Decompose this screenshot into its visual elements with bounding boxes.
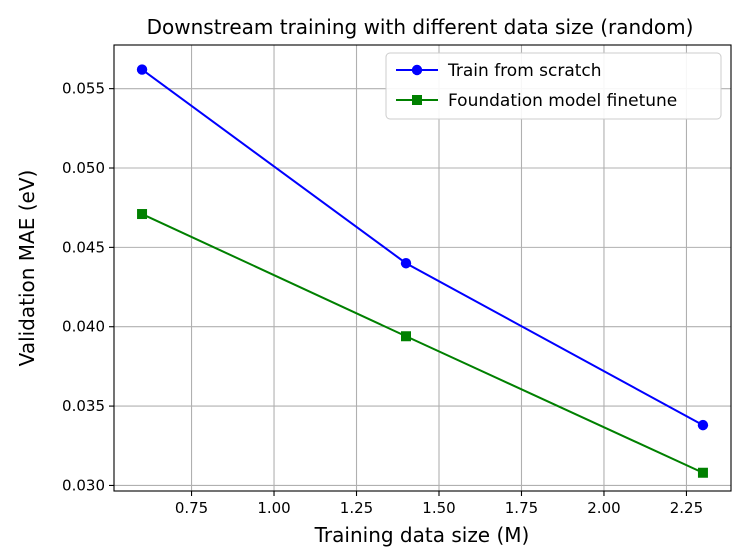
y-tick-label: 0.035 [62,397,105,415]
legend-label: Train from scratch [447,61,602,81]
series-foundation-model-finetune [137,209,708,478]
data-point [697,419,709,431]
y-tick-label: 0.040 [62,318,105,336]
series-line [141,213,704,474]
x-axis-title: Training data size (M) [314,523,530,547]
x-tick-label: 2.25 [670,499,703,517]
x-tick-label: 1.75 [505,499,538,517]
legend-label: Foundation model finetune [448,91,677,111]
x-tick-label: 1.25 [340,499,373,517]
y-tick-label: 0.030 [62,476,105,494]
data-point [400,258,412,269]
x-tick-label: 0.75 [175,499,208,517]
plot-frame [113,44,732,492]
legend-item: Foundation model finetune [396,91,677,111]
legend-box [385,52,722,120]
chart-title: Downstream training with different data … [147,15,694,39]
x-tick-label: 1.00 [257,499,290,517]
legend-item: Train from scratch [396,61,602,81]
y-tick-label: 0.055 [62,80,105,98]
legend-marker [411,64,423,76]
legend-marker [412,95,422,105]
y-axis-ticks: 0.030 0.035 0.040 0.045 0.050 0.055 [62,80,114,494]
x-axis-ticks: 0.75 1.00 1.25 1.50 1.75 2.00 2.25 [175,491,703,517]
series-train-from-scratch [136,64,709,431]
legend: Train from scratch Foundation model finet… [385,52,722,120]
data-point [137,209,148,220]
x-tick-label: 1.50 [422,499,455,517]
data-point [136,64,148,75]
y-tick-label: 0.045 [62,238,105,256]
y-axis-title: Validation MAE (eV) [15,170,39,367]
series-layer [136,64,709,478]
y-tick-label: 0.050 [62,159,105,177]
data-point [401,331,412,342]
x-tick-label: 2.00 [587,499,620,517]
data-point [697,467,708,478]
